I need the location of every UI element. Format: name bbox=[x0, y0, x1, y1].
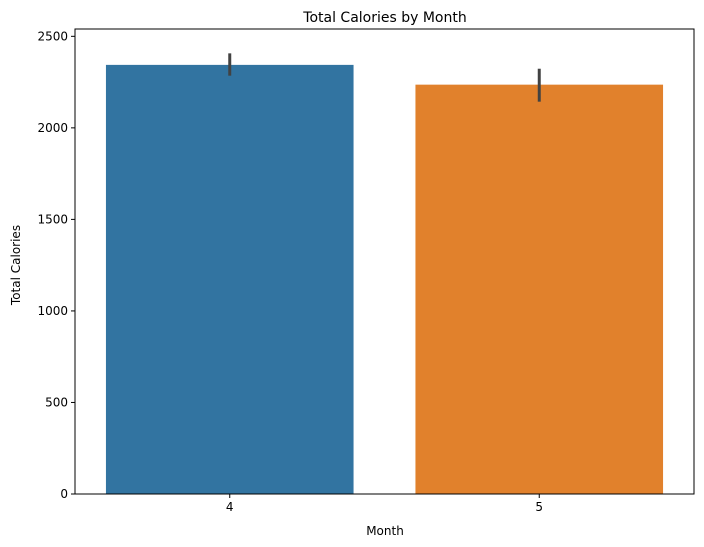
error-bars-group bbox=[228, 53, 541, 102]
y-tick-label: 1000 bbox=[37, 304, 68, 318]
y-tick-label: 500 bbox=[45, 395, 68, 409]
bars-group bbox=[105, 64, 664, 495]
x-axis-label: Month bbox=[366, 524, 404, 538]
chart-title: Total Calories by Month bbox=[302, 10, 466, 26]
y-tick-label: 0 bbox=[60, 487, 68, 501]
y-tick-label: 2500 bbox=[37, 29, 68, 43]
bar-month-5 bbox=[415, 84, 664, 495]
x-tick-label: 5 bbox=[535, 500, 543, 514]
y-axis: 0 500 1000 1500 2000 2500 bbox=[37, 29, 75, 501]
plot-frame bbox=[74, 28, 695, 495]
y-axis-label: Total Calories bbox=[9, 225, 23, 306]
x-tick-label: 4 bbox=[226, 500, 234, 514]
y-tick-label: 2000 bbox=[37, 121, 68, 135]
y-tick-label: 1500 bbox=[37, 212, 68, 226]
bar-month-4 bbox=[105, 64, 354, 494]
